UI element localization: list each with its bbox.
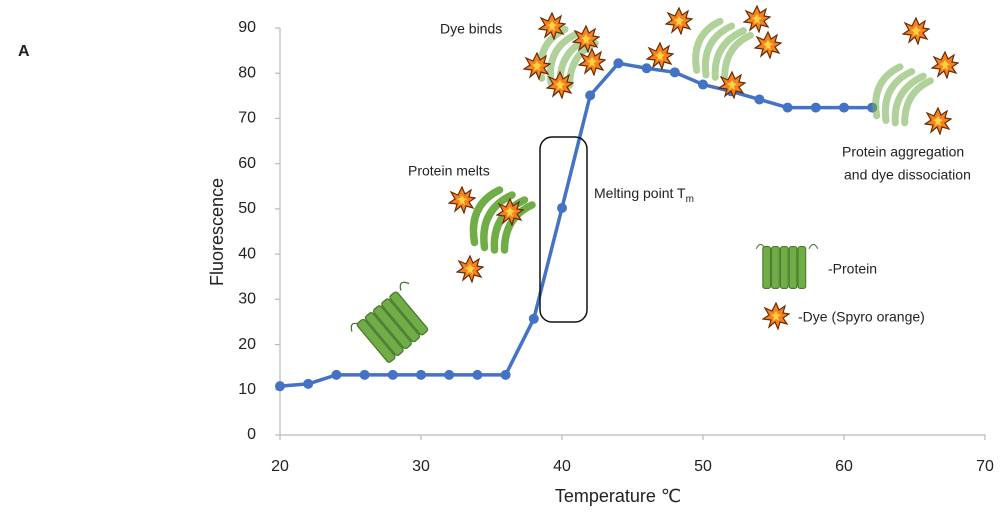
melting-box [540, 137, 587, 322]
y-tick-label: 40 [238, 245, 256, 262]
x-tick-label: 30 [412, 458, 430, 475]
data-point [670, 67, 680, 77]
y-tick-label: 50 [238, 200, 256, 217]
annotation: Protein melts [408, 163, 490, 179]
data-point [642, 63, 652, 73]
annotation: Melting point Tm [594, 185, 694, 205]
y-tick-label: 80 [238, 64, 256, 81]
y-tick-label: 0 [247, 426, 256, 443]
data-point [698, 80, 708, 90]
data-point [303, 379, 313, 389]
annotation: Protein aggregation [842, 144, 964, 160]
data-point [331, 370, 341, 380]
y-tick-label: 70 [238, 110, 256, 127]
data-point [388, 370, 398, 380]
y-tick-label: 10 [238, 381, 256, 398]
x-tick-label: 70 [976, 458, 994, 475]
melting-protein [473, 190, 532, 250]
data-point [839, 103, 849, 113]
data-point [416, 370, 426, 380]
annotation: Dye binds [440, 21, 502, 37]
data-point [613, 58, 623, 68]
x-axis-label: Temperature ℃ [555, 486, 681, 506]
data-point [360, 370, 370, 380]
x-tick-label: 40 [553, 458, 571, 475]
y-tick-label: 60 [238, 155, 256, 172]
chart: A Temperature ℃ Fluorescence [0, 0, 1004, 513]
annotation-main: Melting point T [594, 185, 686, 201]
data-point [783, 103, 793, 113]
data-point [472, 370, 482, 380]
legend-entry: -Dye (Spyro orange) [798, 309, 925, 325]
data-point [557, 203, 567, 213]
legend-protein-icon [756, 244, 818, 288]
panel-label: A [18, 43, 30, 60]
bound-protein [696, 21, 751, 77]
data-point [585, 90, 595, 100]
data-point [529, 314, 539, 324]
folded-protein [348, 280, 439, 369]
data-point [444, 370, 454, 380]
x-tick-label: 20 [271, 458, 289, 475]
annotation-subscript: m [686, 194, 694, 205]
legend-dye-icon [763, 303, 789, 329]
data-point [811, 103, 821, 113]
annotation: and dye dissociation [844, 167, 971, 183]
y-tick-label: 20 [238, 336, 256, 353]
data-point [754, 94, 764, 104]
data-point [275, 381, 285, 391]
y-tick-label: 90 [238, 19, 256, 36]
y-axis-label: Fluorescence [207, 178, 227, 286]
y-tick-label: 30 [238, 291, 256, 308]
aggregated-protein [876, 67, 931, 123]
x-tick-label: 60 [835, 458, 853, 475]
data-point [501, 370, 511, 380]
x-tick-label: 50 [694, 458, 712, 475]
legend-entry: -Protein [828, 261, 877, 277]
